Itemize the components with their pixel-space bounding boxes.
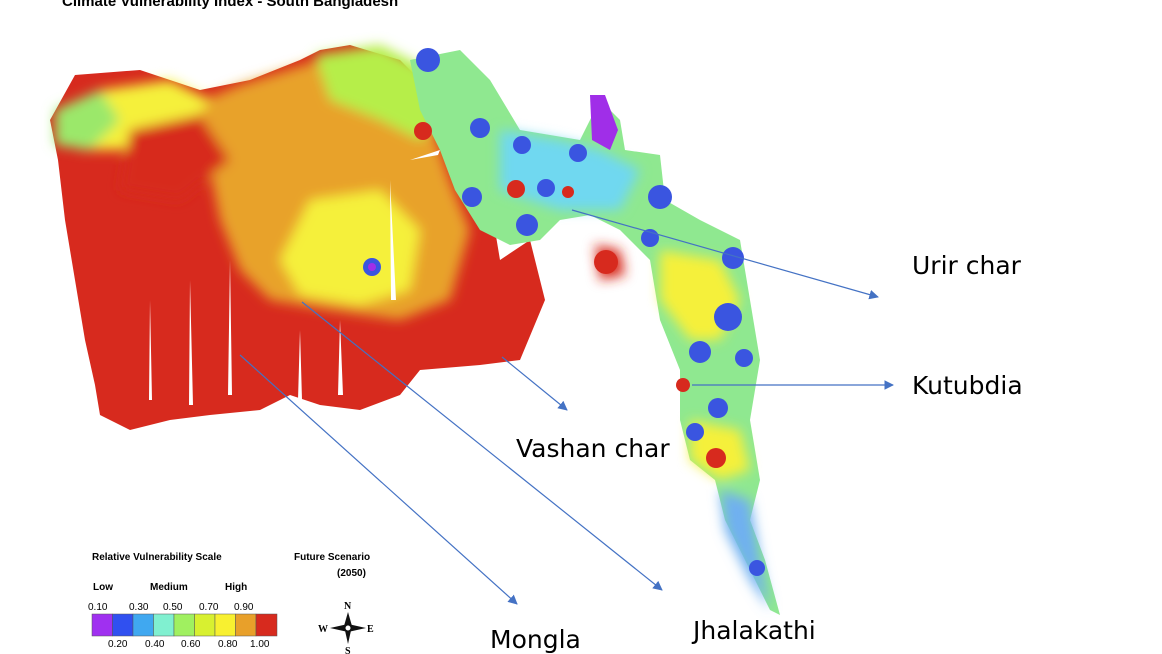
annotation: Kutubdia [912, 371, 1023, 400]
legend-tick: 0.10 [88, 602, 108, 613]
compass-label: E [367, 624, 374, 635]
legend-title: Relative Vulnerability Scale [92, 552, 222, 563]
scenario-period: (2050) [337, 568, 366, 579]
annotation: Urir char [912, 251, 1022, 280]
compass-label: S [345, 646, 351, 654]
legend-tick: 0.80 [218, 639, 238, 650]
legend-tick: 0.40 [145, 639, 165, 650]
legend: Relative Vulnerability Scale Low Medium … [88, 552, 278, 650]
legend-tick: 0.30 [129, 602, 149, 613]
scenario-title: Future Scenario [294, 552, 370, 563]
legend-level: Low [93, 582, 113, 593]
legend-tick: 0.50 [163, 602, 183, 613]
compass: N E W S [318, 601, 374, 654]
scenario: Future Scenario (2050) [294, 552, 370, 579]
map-west [50, 45, 545, 430]
annotation: Jhalakathi [691, 616, 816, 645]
legend-tick: 0.20 [108, 639, 128, 650]
legend-tick: 0.60 [181, 639, 201, 650]
annotation-arrows [239, 209, 894, 605]
compass-label: W [318, 624, 328, 635]
annotation: Mongla [490, 625, 581, 654]
legend-tick: 0.90 [234, 602, 254, 613]
map-title: Climate Vulnerability Index - South Bang… [62, 0, 398, 10]
legend-level: Medium [150, 582, 188, 593]
legend-level: High [225, 582, 247, 593]
compass-label: N [344, 601, 352, 612]
legend-tick: 0.70 [199, 602, 219, 613]
annotation: Vashan char [516, 434, 670, 463]
legend-tick: 1.00 [250, 639, 270, 650]
